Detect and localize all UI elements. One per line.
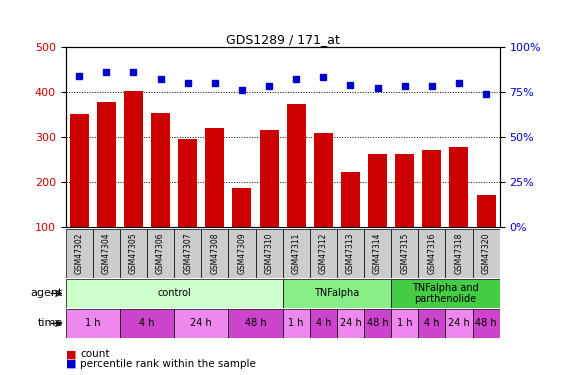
Bar bbox=[391, 309, 418, 338]
Bar bbox=[66, 229, 93, 278]
Bar bbox=[66, 279, 283, 308]
Bar bbox=[364, 309, 391, 338]
Bar bbox=[395, 154, 414, 272]
Bar bbox=[423, 150, 441, 272]
Bar bbox=[178, 139, 197, 272]
Bar bbox=[449, 147, 468, 272]
Text: ■: ■ bbox=[66, 350, 76, 359]
Text: GSM47307: GSM47307 bbox=[183, 232, 192, 274]
Text: GSM47304: GSM47304 bbox=[102, 232, 111, 274]
Bar bbox=[314, 133, 333, 272]
Text: 1 h: 1 h bbox=[288, 318, 304, 328]
Text: GSM47312: GSM47312 bbox=[319, 232, 328, 274]
Bar bbox=[120, 309, 174, 338]
Bar bbox=[66, 309, 120, 338]
Text: 48 h: 48 h bbox=[367, 318, 388, 328]
Bar bbox=[283, 309, 309, 338]
Bar bbox=[120, 229, 147, 278]
Bar bbox=[147, 229, 174, 278]
Text: 48 h: 48 h bbox=[245, 318, 266, 328]
Bar bbox=[364, 229, 391, 278]
Bar bbox=[232, 188, 251, 272]
Bar bbox=[255, 229, 283, 278]
Text: 24 h: 24 h bbox=[448, 318, 470, 328]
Bar bbox=[309, 229, 337, 278]
Text: TNFalpha: TNFalpha bbox=[314, 288, 360, 298]
Text: GSM47318: GSM47318 bbox=[455, 232, 464, 274]
Text: 1 h: 1 h bbox=[85, 318, 100, 328]
Bar bbox=[391, 229, 418, 278]
Text: ■: ■ bbox=[66, 359, 76, 369]
Bar bbox=[309, 309, 337, 338]
Bar bbox=[206, 128, 224, 272]
Text: TNFalpha and
parthenolide: TNFalpha and parthenolide bbox=[412, 283, 478, 304]
Text: GSM47309: GSM47309 bbox=[238, 232, 247, 274]
Text: GSM47308: GSM47308 bbox=[210, 232, 219, 274]
Bar bbox=[418, 309, 445, 338]
Bar bbox=[418, 229, 445, 278]
Bar bbox=[477, 195, 496, 272]
Bar bbox=[391, 279, 500, 308]
Bar bbox=[445, 229, 473, 278]
Bar bbox=[473, 309, 500, 338]
Bar bbox=[174, 229, 202, 278]
Bar bbox=[124, 91, 143, 272]
Bar bbox=[337, 309, 364, 338]
Text: control: control bbox=[157, 288, 191, 298]
Text: GSM47310: GSM47310 bbox=[264, 232, 274, 274]
Text: 4 h: 4 h bbox=[316, 318, 331, 328]
Text: GSM47313: GSM47313 bbox=[346, 232, 355, 274]
Text: GSM47306: GSM47306 bbox=[156, 232, 165, 274]
Bar bbox=[202, 229, 228, 278]
Text: 1 h: 1 h bbox=[397, 318, 412, 328]
Bar bbox=[228, 309, 283, 338]
Text: GSM47311: GSM47311 bbox=[292, 232, 301, 274]
Text: agent: agent bbox=[30, 288, 63, 298]
Text: 48 h: 48 h bbox=[475, 318, 497, 328]
Title: GDS1289 / 171_at: GDS1289 / 171_at bbox=[226, 33, 340, 46]
Text: GSM47320: GSM47320 bbox=[481, 232, 490, 274]
Text: GSM47316: GSM47316 bbox=[427, 232, 436, 274]
Text: percentile rank within the sample: percentile rank within the sample bbox=[80, 359, 256, 369]
Bar bbox=[368, 153, 387, 272]
Bar bbox=[260, 130, 279, 272]
Bar bbox=[283, 229, 309, 278]
Text: 24 h: 24 h bbox=[340, 318, 361, 328]
Bar bbox=[151, 114, 170, 272]
Bar bbox=[97, 102, 116, 272]
Bar bbox=[337, 229, 364, 278]
Text: time: time bbox=[38, 318, 63, 328]
Bar bbox=[93, 229, 120, 278]
Text: GSM47305: GSM47305 bbox=[129, 232, 138, 274]
Bar bbox=[70, 114, 89, 272]
Bar bbox=[341, 172, 360, 272]
Bar bbox=[283, 279, 391, 308]
Text: 24 h: 24 h bbox=[190, 318, 212, 328]
Text: GSM47302: GSM47302 bbox=[75, 232, 84, 274]
Bar bbox=[228, 229, 255, 278]
Text: count: count bbox=[80, 350, 110, 359]
Text: 4 h: 4 h bbox=[139, 318, 155, 328]
Bar bbox=[174, 309, 228, 338]
Text: 4 h: 4 h bbox=[424, 318, 440, 328]
Bar bbox=[445, 309, 473, 338]
Bar bbox=[287, 105, 305, 272]
Text: GSM47314: GSM47314 bbox=[373, 232, 382, 274]
Bar bbox=[473, 229, 500, 278]
Text: GSM47315: GSM47315 bbox=[400, 232, 409, 274]
